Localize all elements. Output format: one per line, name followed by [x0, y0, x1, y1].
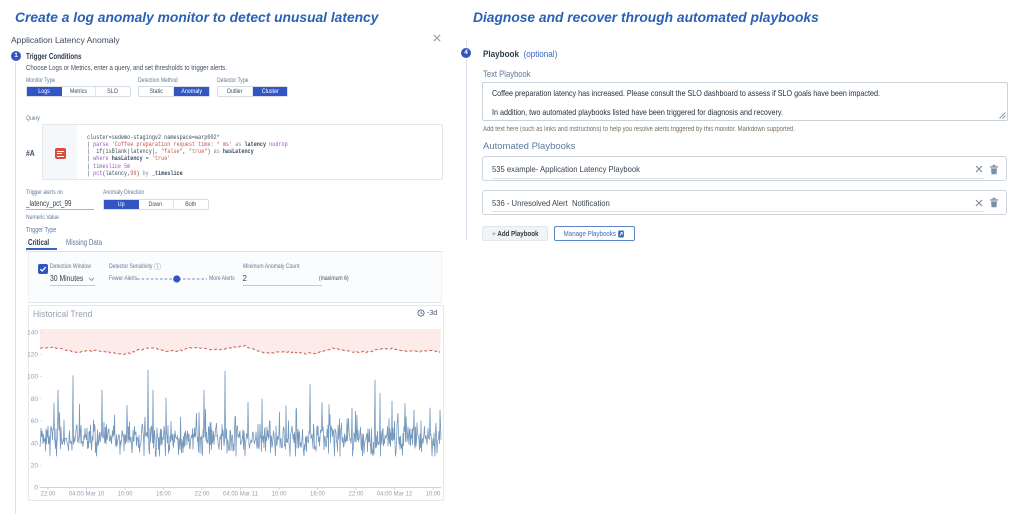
svg-text:04:00 Mar 12: 04:00 Mar 12 [377, 492, 413, 498]
svg-text:100: 100 [27, 374, 38, 381]
svg-text:140: 140 [27, 329, 38, 336]
svg-text:22:00: 22:00 [348, 492, 364, 498]
svg-text:0: 0 [34, 485, 38, 492]
svg-text:10:00: 10:00 [117, 492, 133, 498]
svg-text:22:00: 22:00 [40, 492, 56, 498]
svg-text:16:00: 16:00 [310, 492, 326, 498]
svg-text:22:00: 22:00 [194, 492, 210, 498]
svg-text:20: 20 [31, 463, 39, 470]
svg-text:60: 60 [31, 418, 39, 425]
svg-text:04:00 Mar 11: 04:00 Mar 11 [223, 492, 259, 498]
svg-text:80: 80 [31, 396, 39, 403]
svg-text:40: 40 [31, 440, 39, 447]
svg-text:10:00: 10:00 [425, 492, 441, 498]
svg-text:10:00: 10:00 [271, 492, 287, 498]
svg-text:16:00: 16:00 [156, 492, 172, 498]
svg-text:04:00 Mar 10: 04:00 Mar 10 [69, 492, 105, 498]
svg-text:120: 120 [27, 352, 38, 359]
